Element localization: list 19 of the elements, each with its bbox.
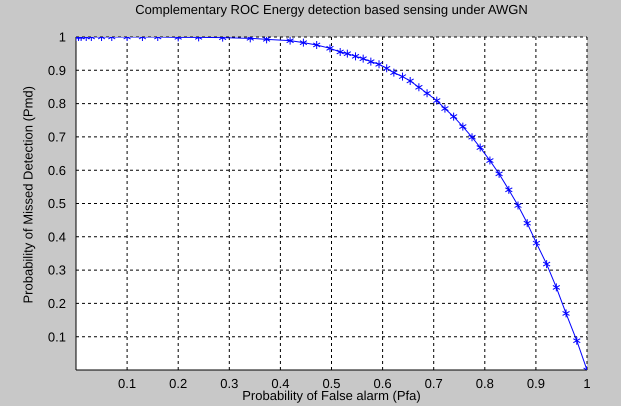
x-tick-label: 0.1 <box>118 376 136 392</box>
y-tick-label: 0.7 <box>48 130 66 145</box>
x-tick-label: 0.7 <box>424 376 443 392</box>
y-tick-label: 0.9 <box>48 62 66 78</box>
x-tick-label: 0.8 <box>476 376 494 392</box>
y-tick-label: 1 <box>58 30 66 45</box>
y-tick-label: 0.5 <box>48 196 66 212</box>
y-tick-label: 0.1 <box>48 329 66 344</box>
y-tick-label: 0.4 <box>48 229 66 244</box>
x-tick-label: 0.2 <box>169 376 188 392</box>
x-tick-label: 0.9 <box>526 376 545 392</box>
x-tick-label: 0.3 <box>220 376 238 392</box>
y-tick-label: 0.2 <box>48 296 66 312</box>
x-tick-label: 1 <box>583 376 591 392</box>
y-tick-label: 0.6 <box>48 162 66 178</box>
y-tick-label: 0.8 <box>48 96 66 112</box>
chart-title: Complementary ROC Energy detection based sensing under AWGN <box>134 2 529 17</box>
y-tick-label: 0.3 <box>48 262 66 278</box>
y-axis-title: Probability of Missed Detection (Pmd) <box>20 86 36 304</box>
